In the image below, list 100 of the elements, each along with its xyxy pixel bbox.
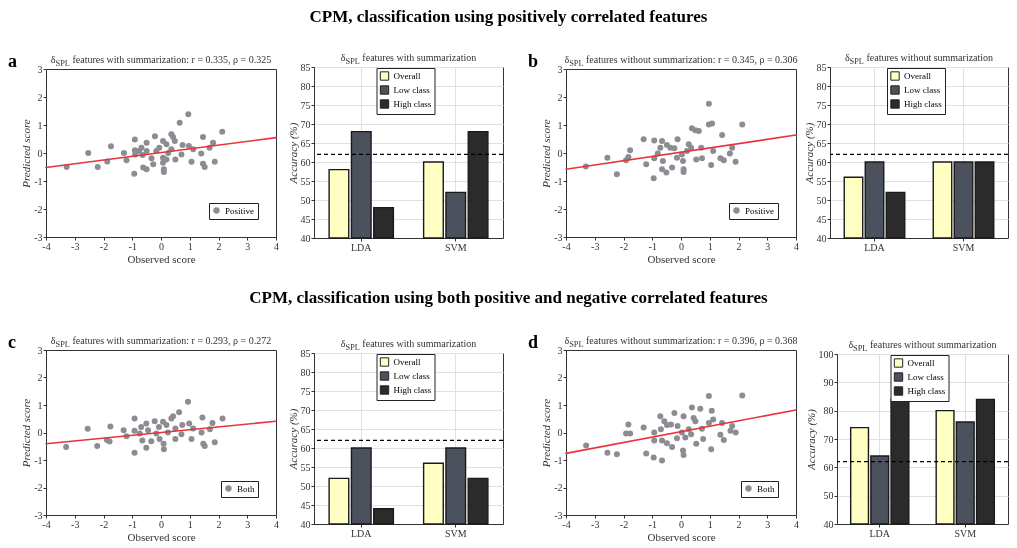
y-tick-label: 40 (823, 518, 834, 530)
y-tick-label: 80 (300, 366, 311, 378)
legend-label: Low class (907, 372, 945, 382)
x-tick-label: SVM (444, 241, 467, 253)
x-tick-label: -3 (591, 518, 600, 530)
y-tick-label: 40 (300, 232, 311, 244)
legend-label: Low class (904, 85, 941, 95)
x-tick-label: LDA (864, 241, 886, 253)
x-tick-label: -2 (99, 518, 109, 530)
y-tick-label: 1 (37, 119, 43, 131)
legend-label: Overall (907, 358, 935, 368)
y-tick-label: 85 (816, 61, 827, 73)
text: CPM, classification using both positive and negative correlated features (248, 288, 769, 308)
x-tick-label: -2 (619, 240, 629, 252)
chart-title: δ$_{SPL}$ features with summarization: r = 0.293, ρ = 0.272 (50, 335, 272, 349)
x-tick-label: -4 (42, 518, 51, 530)
y-tick-label: -2 (34, 482, 43, 493)
chart-title: δ$_{SPL}$ features with summarization: r = 0.335, ρ = 0.325 (50, 54, 272, 68)
x-tick-label: 3 (245, 240, 251, 252)
x-tick-label: -2 (99, 240, 109, 252)
y-axis-title: Accuracy (%) (286, 408, 300, 471)
y-tick-label: 3 (557, 344, 563, 356)
legend-label: High class (393, 99, 432, 109)
y-tick-label: 80 (300, 80, 311, 92)
x-axis-title: Observed score (127, 530, 196, 543)
legend-label: High class (904, 99, 943, 109)
chart-title: δ$_{SPL}$ features with summarization (340, 52, 477, 66)
y-tick-label: 60 (823, 461, 834, 473)
y-tick-label: -1 (34, 175, 43, 187)
x-tick-label: 1 (187, 240, 193, 252)
x-tick-label: 3 (765, 240, 771, 252)
y-tick-label: 3 (37, 344, 43, 356)
x-tick-label: 4 (274, 518, 279, 530)
x-tick-label: 3 (765, 518, 771, 530)
y-tick-label: 3 (557, 63, 563, 75)
y-tick-label: 80 (823, 405, 834, 417)
x-tick-label: 2 (216, 518, 222, 530)
x-tick-label: 2 (736, 240, 742, 252)
legend-label: Both (757, 483, 775, 494)
y-tick-label: 0 (557, 427, 563, 438)
y-tick-label: 40 (816, 232, 827, 244)
y-tick-label: 55 (816, 175, 827, 187)
legend-label: Overall (393, 357, 421, 367)
y-tick-label: 55 (300, 461, 311, 473)
y-tick-label: 65 (300, 137, 311, 149)
x-tick-label: 0 (159, 518, 164, 530)
x-tick-label: SVM (954, 527, 977, 539)
y-tick-label: 1 (557, 399, 563, 411)
x-axis-title: Observed score (127, 252, 196, 265)
text: c (8, 332, 16, 353)
x-tick-label: 0 (679, 240, 684, 252)
chart-title: δ$_{SPL}$ features with summarization (340, 338, 477, 352)
y-axis-title: Accuracy (%) (286, 122, 300, 185)
text: b (528, 51, 539, 72)
y-axis-title: Predicted score (540, 398, 553, 469)
text: CPM, classification using positively correlated features (308, 7, 709, 27)
x-tick-label: 4 (794, 240, 799, 252)
x-tick-label: -4 (562, 240, 571, 252)
y-tick-label: 55 (300, 175, 311, 187)
y-tick-label: -3 (554, 231, 563, 243)
y-tick-label: 85 (300, 347, 311, 359)
y-tick-label: 50 (300, 480, 311, 492)
y-tick-label: 65 (300, 423, 311, 435)
x-tick-label: SVM (444, 527, 467, 539)
x-tick-label: -3 (71, 518, 80, 530)
x-tick-label: -1 (128, 518, 137, 530)
x-tick-label: -3 (71, 240, 80, 252)
x-tick-label: -3 (591, 240, 600, 252)
x-tick-label: -1 (128, 240, 137, 252)
y-tick-label: 2 (37, 372, 43, 383)
y-axis-title: Accuracy (%) (802, 122, 816, 185)
x-tick-label: 4 (274, 240, 279, 252)
text: d (528, 332, 539, 353)
y-tick-label: 75 (300, 385, 311, 397)
y-axis-title: Predicted score (20, 398, 33, 469)
x-axis-title: Observed score (647, 530, 716, 543)
y-axis-title: Predicted score (20, 119, 33, 189)
y-tick-label: 45 (816, 213, 827, 225)
y-tick-label: 0 (37, 147, 43, 159)
y-tick-label: 70 (300, 118, 311, 130)
y-tick-label: -2 (34, 203, 43, 215)
y-tick-label: 60 (300, 442, 311, 454)
y-tick-label: 2 (557, 372, 563, 383)
legend-label: High class (393, 385, 432, 395)
y-tick-label: 50 (816, 194, 827, 206)
legend-label: Overall (393, 71, 421, 81)
x-axis-title: Observed score (647, 252, 716, 265)
x-tick-label: LDA (350, 527, 373, 539)
y-tick-label: -2 (554, 203, 563, 215)
y-tick-label: 1 (37, 399, 43, 411)
chart-title: δ$_{SPL}$ features without summarization (844, 52, 994, 66)
y-tick-label: 70 (300, 404, 311, 416)
x-tick-label: 1 (707, 518, 713, 530)
x-tick-label: LDA (350, 241, 373, 253)
x-tick-label: 2 (216, 240, 222, 252)
legend-label: Low class (393, 371, 431, 381)
y-tick-label: 90 (823, 376, 834, 388)
x-tick-label: 4 (794, 518, 799, 530)
x-tick-label: 1 (707, 240, 713, 252)
y-tick-label: 65 (816, 137, 827, 149)
